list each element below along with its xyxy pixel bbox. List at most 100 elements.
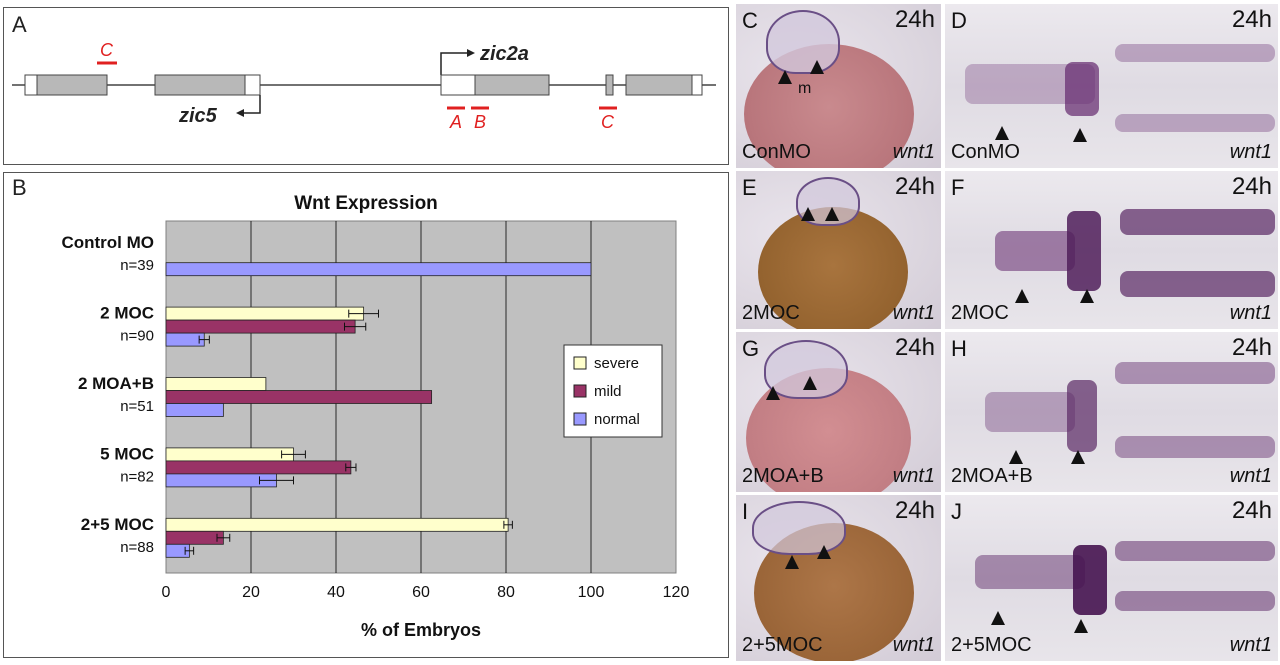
- condition-label: 2+5MOC: [951, 634, 1032, 656]
- chart-title: Wnt Expression: [294, 193, 438, 214]
- head-outline: [766, 10, 840, 74]
- zic2a-exon-1: [474, 74, 550, 96]
- bar-mild: [165, 530, 224, 545]
- legend-swatch-mild: [573, 384, 587, 398]
- bar-severe: [165, 517, 509, 532]
- probe-label: wnt1: [892, 141, 935, 163]
- expression-band: [1120, 271, 1275, 297]
- condition-label: ConMO: [742, 141, 811, 163]
- category-n-label: n=51: [120, 398, 154, 415]
- x-tick-label: 120: [663, 584, 690, 601]
- arrowhead-marker: [1080, 289, 1094, 303]
- category-n-label: n=88: [120, 539, 154, 556]
- bar-severe: [165, 306, 365, 321]
- zic2a-utr-5: [440, 74, 476, 96]
- zic5-arrowhead: [236, 109, 244, 117]
- arrowhead-marker: [995, 126, 1009, 140]
- condition-label: 2MOC: [742, 302, 800, 324]
- photo-panel-h: H 24h 2MOA+B wnt1: [945, 332, 1278, 492]
- condition-label: 2MOC: [951, 302, 1009, 324]
- arrowhead-marker: [785, 555, 799, 569]
- arrowhead-marker: [1073, 128, 1087, 142]
- arrowhead-marker: [825, 207, 839, 221]
- probe-label: wnt1: [1229, 634, 1272, 656]
- bar-normal: [165, 403, 224, 417]
- expression-band: [995, 231, 1075, 271]
- x-tick-label: 40: [327, 584, 345, 601]
- legend-label: normal: [594, 411, 640, 428]
- stage-label: 24h: [1231, 6, 1272, 33]
- bar-mild: [165, 460, 352, 475]
- zic2a-label: zic2a: [479, 43, 529, 65]
- stage-label: 24h: [1231, 173, 1272, 200]
- category-n-label: n=39: [120, 257, 154, 274]
- expression-band: [1115, 114, 1275, 132]
- marker-label-m: m: [798, 80, 812, 97]
- expression-band: [1115, 591, 1275, 611]
- probe-label: wnt1: [892, 465, 935, 487]
- head-outline: [752, 501, 846, 555]
- morpholino-label-c-zic5: C: [100, 40, 114, 60]
- stage-label: 24h: [894, 334, 935, 361]
- arrowhead-marker: [991, 611, 1005, 625]
- morpholino-label-c-zic2a: C: [601, 112, 615, 132]
- photo-label-d: D: [951, 8, 967, 33]
- stage-label: 24h: [894, 173, 935, 200]
- probe-label: wnt1: [1229, 141, 1272, 163]
- category-label: 2 MOC: [100, 304, 154, 323]
- panel-b-chart: B Wnt Expression 0 20 40 60 80 100 120 % of Embr…: [3, 172, 729, 658]
- expression-band: [1115, 362, 1275, 384]
- zic5-utr-5: [244, 74, 261, 96]
- gene-map-diagram: C A B C zic2a zic5: [12, 40, 716, 132]
- photo-panel-g: G 24h 2MOA+B wnt1: [736, 332, 941, 492]
- arrowhead-marker: [1009, 450, 1023, 464]
- panel-a-label: A: [12, 12, 27, 37]
- expression-band: [1120, 209, 1275, 235]
- photo-label-f: F: [951, 175, 965, 200]
- panel-a-gene-map: A C A B C zic2a zic5: [3, 7, 729, 165]
- category-label: 2 MOA+B: [78, 374, 154, 393]
- morpholino-label-a: A: [449, 112, 462, 132]
- probe-label: wnt1: [1229, 302, 1272, 324]
- condition-label: ConMO: [951, 141, 1020, 163]
- photo-label-e: E: [742, 175, 757, 200]
- zic5-tss-arrow: [242, 95, 261, 114]
- zic2a-exon-2: [605, 74, 614, 96]
- category-n-label: n=82: [120, 468, 154, 485]
- bar-severe: [165, 377, 267, 391]
- category-label: 5 MOC: [100, 444, 154, 463]
- probe-label: wnt1: [892, 634, 935, 656]
- photo-label-h: H: [951, 336, 967, 361]
- photo-panel-i: I 24h 2+5MOC wnt1: [736, 495, 941, 661]
- photo-label-c: C: [742, 8, 758, 33]
- legend-label: mild: [594, 383, 622, 400]
- arrowhead-marker: [1074, 619, 1088, 633]
- category-label: 2+5 MOC: [81, 515, 154, 534]
- zic2a-arrowhead: [467, 49, 475, 57]
- arrowhead-marker: [801, 207, 815, 221]
- expression-band: [1065, 62, 1099, 116]
- photo-label-g: G: [742, 336, 760, 361]
- photo-panel-f: F 24h 2MOC wnt1: [945, 171, 1278, 329]
- arrowhead-marker: [1071, 450, 1085, 464]
- zic2a-exon-3: [625, 74, 693, 96]
- expression-band: [1073, 545, 1107, 615]
- probe-label: wnt1: [1229, 465, 1272, 487]
- stage-label: 24h: [1231, 334, 1272, 361]
- legend-swatch-severe: [573, 356, 587, 370]
- bar-normal: [165, 332, 205, 347]
- photo-label-i: I: [742, 499, 749, 524]
- bar-normal: [165, 262, 592, 277]
- x-tick-label: 20: [242, 584, 260, 601]
- zic5-utr-3: [24, 74, 38, 96]
- expression-band: [1067, 380, 1097, 452]
- condition-label: 2MOA+B: [951, 465, 1033, 487]
- photo-panel-e: E 24h 2MOC wnt1: [736, 171, 941, 329]
- stage-label: 24h: [894, 497, 935, 524]
- x-tick-label: 80: [497, 584, 515, 601]
- arrowhead-marker: [810, 60, 824, 74]
- condition-label: 2MOA+B: [742, 465, 824, 487]
- stage-label: 24h: [1231, 497, 1272, 524]
- zic5-exon-2: [36, 74, 108, 96]
- probe-label: wnt1: [892, 302, 935, 324]
